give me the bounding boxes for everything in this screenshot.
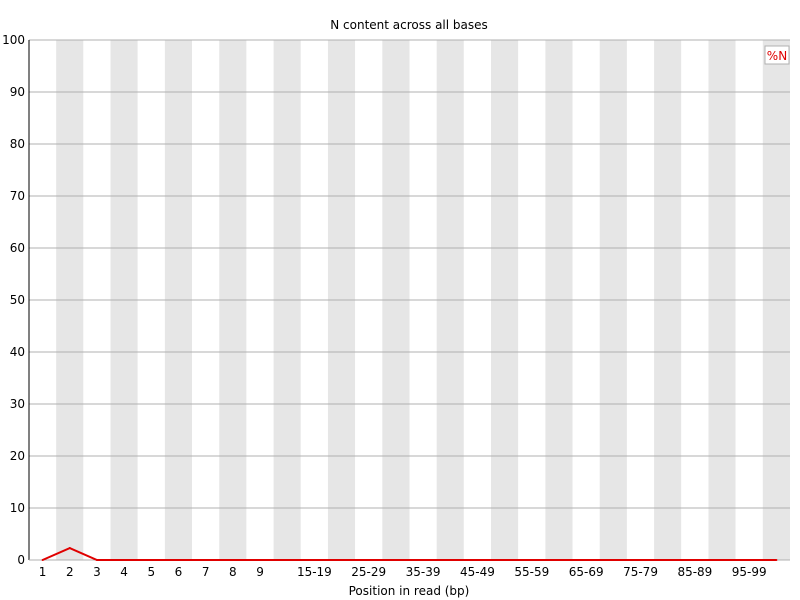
y-tick-label: 70 xyxy=(10,189,25,203)
data-point xyxy=(666,559,669,561)
data-point xyxy=(557,559,560,561)
x-tick-label: 95-99 xyxy=(732,565,767,579)
data-point xyxy=(204,559,207,561)
data-point xyxy=(748,559,751,561)
data-point xyxy=(286,559,289,561)
data-point xyxy=(68,547,71,550)
x-axis-label: Position in read (bp) xyxy=(349,584,470,598)
data-point xyxy=(476,559,479,561)
data-point xyxy=(585,559,588,561)
data-point xyxy=(95,559,98,561)
data-point xyxy=(367,559,370,561)
x-tick-label: 65-69 xyxy=(569,565,604,579)
y-tick-label: 10 xyxy=(10,501,25,515)
data-point xyxy=(530,559,533,561)
x-tick-label: 5 xyxy=(147,565,155,579)
data-point xyxy=(721,559,724,561)
x-tick-label: 6 xyxy=(175,565,183,579)
y-tick-label: 100 xyxy=(2,33,25,47)
data-point xyxy=(41,559,44,561)
data-point xyxy=(449,559,452,561)
series-line-n xyxy=(42,546,777,561)
data-point xyxy=(775,559,778,561)
data-point xyxy=(612,559,615,561)
data-point xyxy=(150,559,153,561)
y-tick-label: 90 xyxy=(10,85,25,99)
x-tick-label: 1 xyxy=(39,565,47,579)
x-tick-label: 2 xyxy=(66,565,74,579)
x-tick-label: 3 xyxy=(93,565,101,579)
data-point xyxy=(123,559,126,561)
legend-entry-n: %N xyxy=(767,49,787,63)
x-tick-label: 85-89 xyxy=(677,565,712,579)
legend: %N xyxy=(764,45,790,65)
data-point xyxy=(340,559,343,561)
y-tick-label: 50 xyxy=(10,293,25,307)
x-tick-label: 75-79 xyxy=(623,565,658,579)
x-tick-label: 45-49 xyxy=(460,565,495,579)
data-point xyxy=(394,559,397,561)
data-point xyxy=(693,559,696,561)
y-tick-label: 0 xyxy=(17,553,25,567)
y-tick-label: 40 xyxy=(10,345,25,359)
y-tick-label: 80 xyxy=(10,137,25,151)
y-tick-label: 30 xyxy=(10,397,25,411)
x-tick-label: 15-19 xyxy=(297,565,332,579)
data-point xyxy=(503,559,506,561)
y-tick-label: 60 xyxy=(10,241,25,255)
data-point xyxy=(177,559,180,561)
data-point xyxy=(639,559,642,561)
data-point xyxy=(422,559,425,561)
x-tick-label: 7 xyxy=(202,565,210,579)
chart-title: N content across all bases xyxy=(330,18,488,32)
x-tick-label: 35-39 xyxy=(406,565,441,579)
data-point xyxy=(231,559,234,561)
x-tick-label: 4 xyxy=(120,565,128,579)
x-tick-label: 9 xyxy=(256,565,264,579)
y-tick-label: 20 xyxy=(10,449,25,463)
data-point xyxy=(313,559,316,561)
x-tick-label: 25-29 xyxy=(351,565,386,579)
x-tick-label: 55-59 xyxy=(514,565,549,579)
data-point xyxy=(259,559,262,561)
x-tick-label: 8 xyxy=(229,565,237,579)
